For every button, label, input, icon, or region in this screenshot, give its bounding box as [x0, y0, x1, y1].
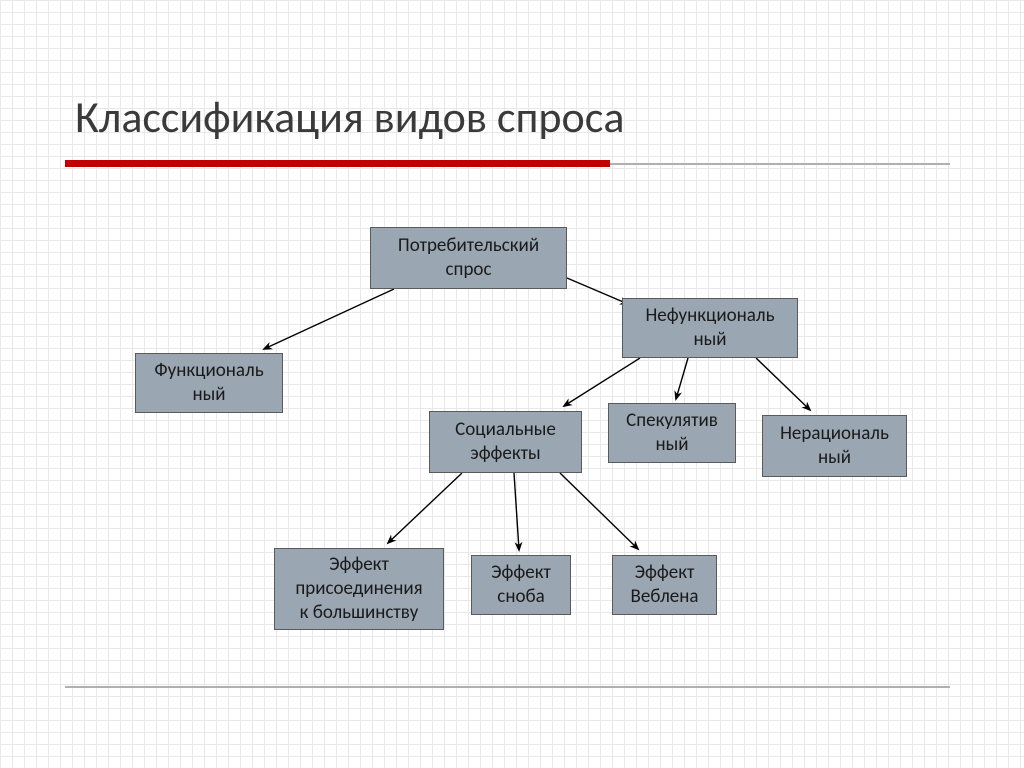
node-speculative: Спекулятивный — [608, 403, 736, 463]
edge-root-functional — [264, 289, 394, 349]
edge-social-veblen — [560, 473, 638, 549]
footer-rule — [65, 686, 950, 688]
node-irrational: Нерациональный — [762, 415, 907, 477]
slide: Классификация видов спроса Потребительск… — [0, 0, 1024, 768]
edge-nonfunc-irrational — [756, 358, 810, 410]
node-functional: Функциональный — [135, 353, 283, 413]
node-bandwagon: Эффектприсоединенияк большинству — [274, 548, 444, 630]
node-veblen: ЭффектВеблена — [612, 555, 717, 615]
title-underline-red — [65, 160, 610, 167]
node-root: Потребительскийспрос — [370, 227, 567, 289]
edge-root-nonfunc — [567, 278, 628, 304]
node-nonfunc: Нефункциональный — [622, 298, 798, 358]
node-snob: Эффектсноба — [471, 555, 571, 615]
edge-social-bandwagon — [388, 473, 462, 543]
title-underline-gray — [610, 163, 950, 165]
node-social: Социальныеэффекты — [429, 411, 582, 473]
edge-social-snob — [514, 473, 519, 550]
edge-nonfunc-social — [564, 358, 640, 406]
slide-title: Классификация видов спроса — [75, 90, 624, 144]
edge-nonfunc-speculative — [676, 358, 688, 399]
